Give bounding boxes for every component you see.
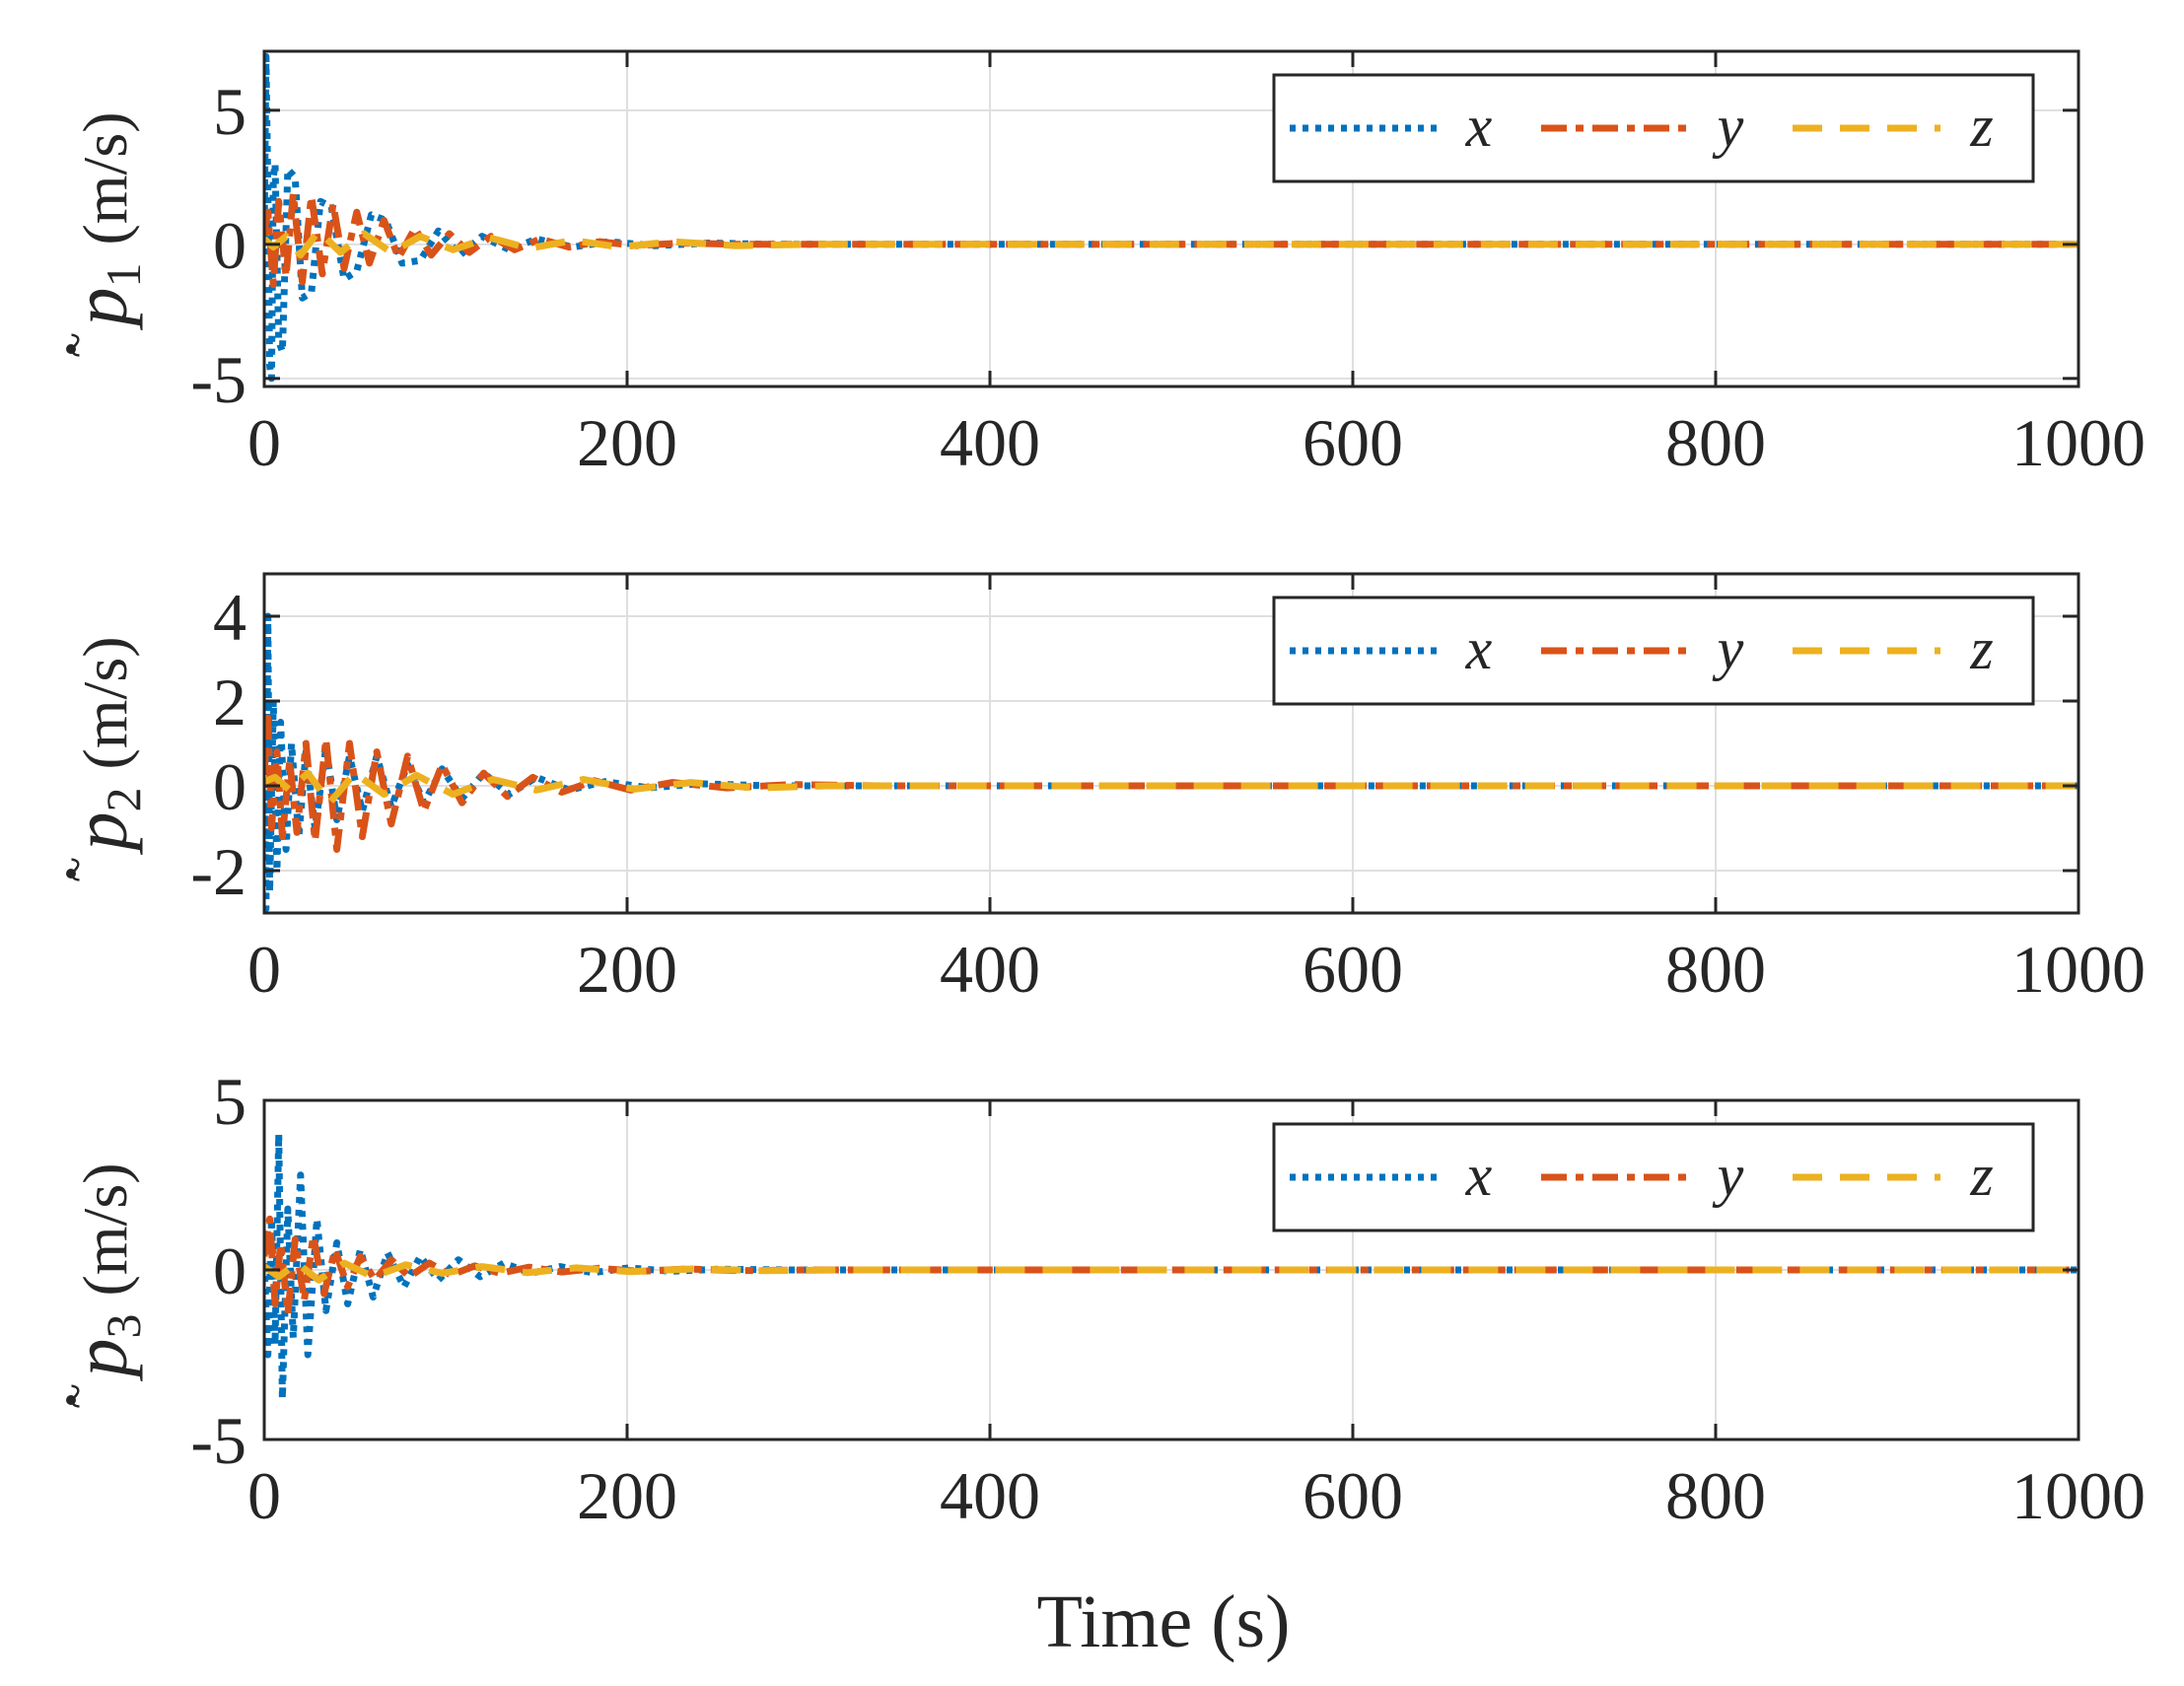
x-tick-label: 0 — [247, 405, 281, 480]
x-tick-label: 1000 — [2011, 932, 2146, 1007]
tilde-accent: ~ — [49, 1383, 102, 1409]
x-tick-label: 800 — [1665, 405, 1766, 480]
legend: x y z — [1272, 73, 2035, 183]
x-tick-label: 800 — [1665, 932, 1766, 1007]
tilde-accent: ~ — [49, 857, 102, 882]
y-axis-label-symbol: p — [57, 812, 143, 856]
tilde-accent: ~ — [49, 332, 102, 358]
x-tick-label: 1000 — [2011, 405, 2146, 480]
axes-box — [262, 49, 2080, 388]
y-axis-label: p3 (m/s) — [57, 1162, 151, 1381]
y-axis-label: p1 (m/s) — [57, 111, 151, 330]
legend-label-y: y — [1712, 616, 1744, 681]
y-axis-label-symbol: p — [57, 288, 143, 331]
axes-box — [262, 572, 2080, 915]
y-axis-label-symbol: p — [57, 1339, 143, 1382]
series-line-x — [264, 52, 2078, 383]
x-tick-label: 0 — [247, 1458, 281, 1533]
x-tick-label: 0 — [247, 932, 281, 1007]
y-tick-label: 5 — [213, 1064, 247, 1139]
legend-label-y: y — [1712, 94, 1744, 159]
y-axis-label-unit: (m/s) — [70, 111, 140, 245]
y-axis-label-subscript: 1 — [96, 263, 151, 288]
y-axis-label-subscript: 2 — [96, 788, 151, 812]
y-tick-label: -5 — [190, 342, 247, 417]
y-tick-label: -5 — [190, 1403, 247, 1478]
legend-label-x: x — [1465, 1143, 1493, 1208]
x-tick-label: 400 — [940, 1458, 1040, 1533]
y-axis-label-subscript: 3 — [96, 1314, 151, 1339]
legend: x y z — [1272, 596, 2035, 706]
series-group — [264, 52, 2078, 383]
y-tick-label: 0 — [213, 749, 247, 824]
y-axis-label-unit: (m/s) — [70, 1162, 140, 1296]
series-line-z — [264, 227, 2078, 259]
x-tick-label: 200 — [577, 1458, 677, 1533]
y-axis-label-unit: (m/s) — [70, 636, 140, 769]
x-tick-label: 400 — [940, 932, 1040, 1007]
legend: x y z — [1272, 1122, 2035, 1232]
legend-label-z: z — [1969, 1143, 1993, 1208]
y-tick-label: -2 — [190, 834, 247, 909]
y-tick-label: 4 — [213, 580, 247, 655]
x-tick-label: 200 — [577, 932, 677, 1007]
x-tick-label: 1000 — [2011, 1458, 2146, 1533]
y-axis-label: p2 (m/s) — [57, 636, 151, 855]
series-line-z — [264, 1259, 2078, 1284]
y-tick-label: 5 — [213, 74, 247, 149]
series-group — [264, 612, 2078, 913]
x-tick-label: 600 — [1303, 405, 1403, 480]
series-line-z — [264, 769, 2078, 807]
legend-label-z: z — [1969, 616, 1993, 681]
legend-label-y: y — [1712, 1143, 1744, 1208]
x-tick-label: 600 — [1303, 932, 1403, 1007]
dot-accent — [66, 344, 76, 354]
series-line-y — [264, 1215, 2078, 1318]
dot-accent — [66, 1395, 76, 1405]
x-tick-label: 200 — [577, 405, 677, 480]
legend-label-x: x — [1465, 616, 1493, 681]
x-axis-label: Time (s) — [1037, 1581, 1291, 1663]
x-tick-label: 400 — [940, 405, 1040, 480]
legend-label-z: z — [1969, 94, 1993, 159]
dot-accent — [66, 869, 76, 878]
y-tick-label: 0 — [213, 208, 247, 283]
x-tick-label: 600 — [1303, 1458, 1403, 1533]
y-tick-label: 2 — [213, 665, 247, 739]
series-group — [264, 1130, 2078, 1403]
x-tick-label: 800 — [1665, 1458, 1766, 1533]
legend-label-x: x — [1465, 94, 1493, 159]
y-tick-label: 0 — [213, 1233, 247, 1308]
